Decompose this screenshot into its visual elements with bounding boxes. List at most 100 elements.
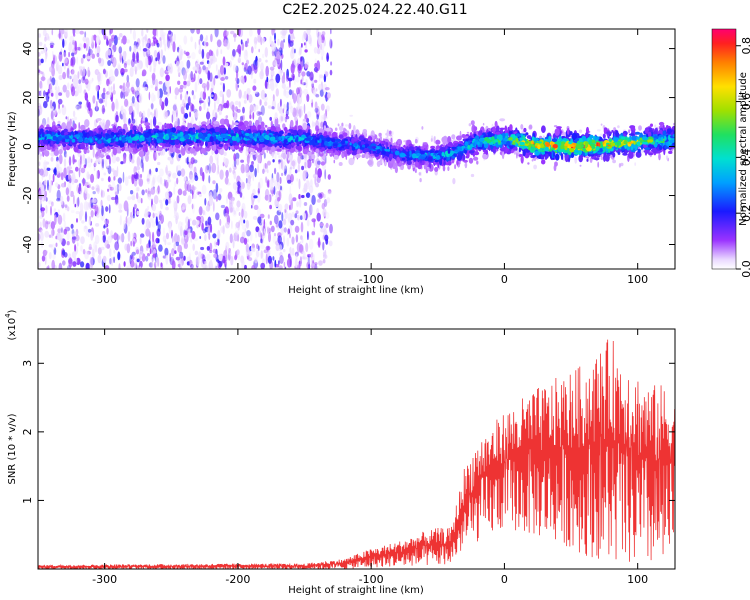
speckle-mark bbox=[321, 115, 325, 119]
speckle-mark bbox=[184, 112, 189, 119]
ridge-mark bbox=[473, 126, 478, 132]
speckle-mark bbox=[209, 94, 214, 98]
speckle-mark bbox=[278, 260, 280, 265]
speckle-mark bbox=[173, 33, 176, 42]
speckle-mark bbox=[267, 160, 271, 166]
speckle-mark bbox=[128, 175, 132, 179]
speckle-mark bbox=[106, 243, 111, 249]
speckle-mark bbox=[223, 151, 227, 156]
speckle-mark bbox=[314, 62, 318, 68]
speckle-mark bbox=[72, 48, 75, 54]
speckle-mark bbox=[38, 161, 41, 167]
speckle-mark bbox=[223, 39, 229, 47]
speckle-mark bbox=[50, 44, 54, 49]
speckle-mark bbox=[269, 79, 274, 87]
speckle-mark bbox=[314, 262, 318, 266]
speckle-mark bbox=[199, 100, 204, 104]
speckle-mark bbox=[212, 93, 218, 102]
speckle-mark bbox=[107, 91, 112, 99]
speckle-mark bbox=[97, 254, 102, 264]
speckle-mark bbox=[103, 172, 107, 176]
speckle-mark bbox=[185, 51, 190, 56]
speckle-mark bbox=[72, 236, 77, 240]
speckle-mark bbox=[182, 99, 185, 106]
speckle-mark bbox=[330, 61, 333, 66]
speckle-mark bbox=[267, 226, 269, 234]
speckle-mark bbox=[212, 248, 218, 254]
speckle-mark bbox=[301, 43, 303, 48]
speckle-mark bbox=[468, 123, 472, 127]
speckle-mark bbox=[293, 93, 297, 104]
speckle-mark bbox=[304, 64, 309, 69]
speckle-mark bbox=[124, 61, 128, 66]
speckle-mark bbox=[303, 88, 308, 95]
speckle-mark bbox=[94, 244, 98, 253]
speckle-mark bbox=[316, 105, 320, 114]
speckle-mark bbox=[278, 181, 281, 190]
speckle-mark bbox=[87, 184, 91, 189]
speckle-mark bbox=[191, 186, 197, 191]
speckle-mark bbox=[226, 89, 232, 98]
speckle-mark bbox=[281, 35, 286, 39]
speckle-mark bbox=[56, 198, 61, 202]
speckle-mark bbox=[141, 217, 145, 225]
spectrogram-marks bbox=[38, 29, 675, 269]
speckle-mark bbox=[191, 90, 194, 96]
speckle-mark bbox=[300, 235, 303, 240]
speckle-mark bbox=[209, 155, 214, 165]
speckle-mark bbox=[177, 80, 181, 86]
speckle-mark bbox=[99, 72, 103, 82]
speckle-mark bbox=[87, 156, 91, 164]
speckle-mark bbox=[533, 164, 537, 170]
speckle-mark bbox=[156, 174, 162, 183]
speckle-mark bbox=[482, 122, 485, 126]
speckle-mark bbox=[217, 108, 220, 113]
speckle-mark bbox=[110, 92, 114, 103]
speckle-mark bbox=[119, 52, 122, 63]
speckle-mark bbox=[163, 39, 168, 47]
speckle-mark bbox=[314, 264, 318, 269]
speckle-mark bbox=[219, 188, 223, 193]
speckle-mark bbox=[106, 155, 111, 160]
speckle-mark bbox=[133, 178, 138, 187]
speckle-mark bbox=[247, 38, 249, 44]
speckle-mark bbox=[231, 220, 233, 230]
speckle-mark bbox=[123, 220, 126, 230]
speckle-mark bbox=[338, 162, 343, 166]
speckle-mark bbox=[314, 79, 318, 83]
speckle-mark bbox=[112, 57, 117, 68]
speckle-mark bbox=[179, 225, 183, 237]
ridge-mark bbox=[52, 118, 55, 122]
speckle-mark bbox=[90, 158, 93, 163]
speckle-mark bbox=[138, 111, 143, 118]
speckle-mark bbox=[278, 106, 283, 114]
speckle-mark bbox=[174, 181, 177, 188]
speckle-mark bbox=[307, 256, 311, 265]
speckle-mark bbox=[115, 156, 120, 162]
speckle-mark bbox=[281, 159, 284, 171]
speckle-mark bbox=[294, 169, 298, 174]
speckle-mark bbox=[313, 47, 318, 54]
speckle-mark bbox=[68, 156, 72, 167]
speckle-mark bbox=[250, 72, 253, 80]
speckle-mark bbox=[306, 219, 310, 227]
speckle-mark bbox=[87, 228, 92, 233]
speckle-mark bbox=[198, 251, 202, 260]
speckle-mark bbox=[205, 205, 211, 212]
speckle-mark bbox=[175, 215, 178, 225]
speckle-mark bbox=[163, 91, 168, 95]
speckle-mark bbox=[201, 48, 205, 60]
speckle-mark bbox=[278, 220, 283, 229]
speckle-mark bbox=[287, 228, 290, 235]
speckle-mark bbox=[245, 243, 249, 253]
speckle-mark bbox=[228, 167, 232, 173]
speckle-mark bbox=[313, 67, 318, 73]
speckle-mark bbox=[171, 260, 176, 269]
speckle-mark bbox=[147, 253, 150, 257]
speckle-mark bbox=[168, 223, 172, 234]
speckle-mark bbox=[277, 203, 283, 213]
speckle-mark bbox=[284, 165, 288, 175]
speckle-mark bbox=[89, 256, 94, 268]
speckle-mark bbox=[274, 259, 277, 268]
speckle-mark bbox=[123, 62, 127, 69]
